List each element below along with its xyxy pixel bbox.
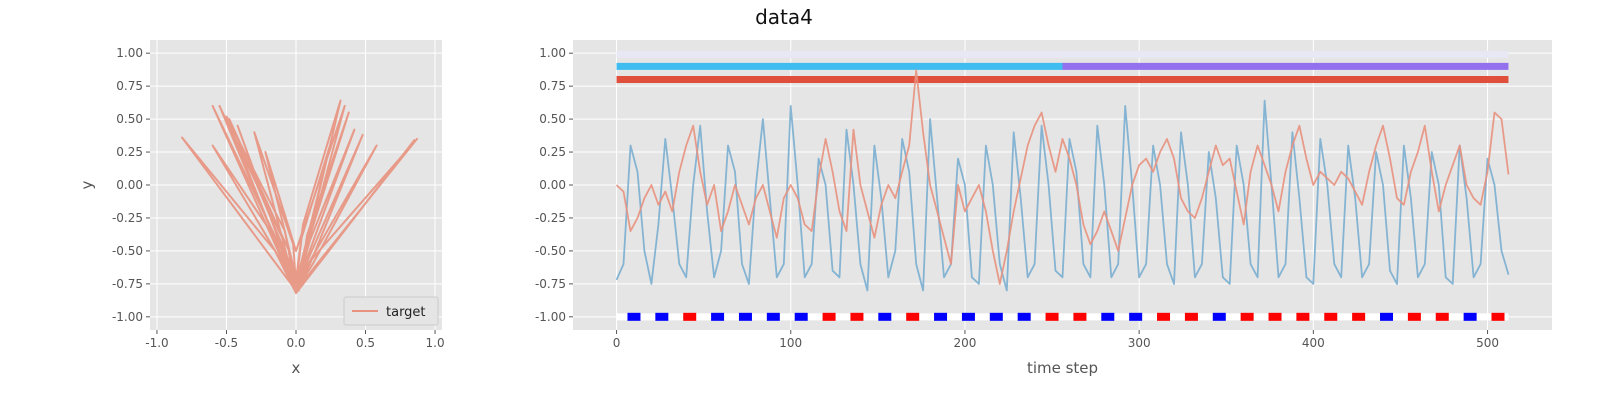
time-series-plot: 0 100 200 300 400 500 1.00 0.75 0.50 0.25 0.00 -0.… (535, 40, 1552, 377)
event-marker-red (1268, 312, 1282, 321)
event-marker-red (906, 312, 920, 321)
event-marker-blue (738, 312, 752, 321)
y-tick-label: 0.50 (539, 112, 566, 126)
event-marker-blue (1017, 312, 1031, 321)
event-marker-red (1184, 312, 1198, 321)
event-marker-blue (1129, 312, 1143, 321)
x-tick-label: 200 (953, 336, 976, 350)
x-tick-label: 0.0 (286, 336, 305, 350)
event-marker-red (1073, 312, 1087, 321)
y-tick-label: 0.00 (116, 178, 143, 192)
event-marker-red (1296, 312, 1310, 321)
event-marker-red (822, 312, 836, 321)
y-tick-label: -0.25 (112, 211, 143, 225)
event-marker-red (1157, 312, 1171, 321)
trajectory-y-ticks: 1.00 0.75 0.50 0.25 0.00 -0.25 -0.50 -0.75 -1.00 (112, 46, 150, 324)
legend: target (343, 296, 439, 326)
y-tick-label: -1.00 (112, 310, 143, 324)
state-bands (616, 51, 1509, 84)
x-tick-label: -1.0 (145, 336, 168, 350)
y-tick-label: -0.50 (535, 244, 566, 258)
time-series-x-ticks: 0 100 200 300 400 500 (613, 330, 1499, 350)
x-tick-label: 400 (1302, 336, 1325, 350)
event-marker-red (1435, 312, 1449, 321)
x-tick-label: 1.0 (426, 336, 445, 350)
event-marker-blue (794, 312, 808, 321)
event-marker-red (1407, 312, 1421, 321)
trajectory-y-label: y (78, 180, 96, 189)
y-tick-label: 0.75 (116, 79, 143, 93)
y-tick-label: 1.00 (539, 46, 566, 60)
trajectory-x-label: x (292, 359, 301, 377)
event-marker-blue (766, 312, 780, 321)
event-marker-blue (1380, 312, 1394, 321)
series-line-red (615, 69, 1510, 285)
y-tick-label: 0.00 (539, 178, 566, 192)
trajectory-grid (150, 40, 442, 330)
y-tick-label: 1.00 (116, 46, 143, 60)
event-marker-red (850, 312, 864, 321)
event-marker-blue (878, 312, 892, 321)
event-marker-blue (1212, 312, 1226, 321)
x-tick-label: 300 (1128, 336, 1151, 350)
y-tick-label: -0.75 (112, 277, 143, 291)
legend-label-target: target (386, 305, 426, 320)
event-markers (616, 312, 1509, 321)
y-tick-label: -1.00 (535, 310, 566, 324)
event-marker-red (1240, 312, 1254, 321)
series-line-target (181, 99, 418, 295)
event-marker-blue (627, 312, 641, 321)
trajectory-x-ticks: -1.0 -0.5 0.0 0.5 1.0 (145, 330, 445, 350)
event-marker-red (1045, 312, 1059, 321)
event-marker-blue (1101, 312, 1115, 321)
y-tick-label: -0.25 (535, 211, 566, 225)
legend-box (343, 296, 439, 326)
y-tick-label: 0.50 (116, 112, 143, 126)
event-marker-blue (989, 312, 1003, 321)
x-tick-label: 0.5 (356, 336, 375, 350)
x-tick-label: 500 (1476, 336, 1499, 350)
x-tick-label: 100 (779, 336, 802, 350)
event-marker-red (1491, 312, 1505, 321)
x-tick-label: 0 (613, 336, 621, 350)
event-marker-red (1324, 312, 1338, 321)
event-marker-red (683, 312, 697, 321)
event-marker-blue (961, 312, 975, 321)
y-tick-label: 0.75 (539, 79, 566, 93)
x-tick-label: -0.5 (215, 336, 238, 350)
y-tick-label: -0.75 (535, 277, 566, 291)
y-tick-label: 0.25 (539, 145, 566, 159)
y-tick-label: 0.25 (116, 145, 143, 159)
time-series-y-ticks: 1.00 0.75 0.50 0.25 0.00 -0.25 -0.50 -0.75 -1.00 (535, 46, 573, 324)
event-marker-red (1352, 312, 1366, 321)
trajectory-plot: -1.0 -0.5 0.0 0.5 1.0 1.00 0.75 0.50 0.25 0.00 -0… (78, 40, 445, 377)
time-series-x-label: time step (1027, 359, 1098, 377)
event-marker-blue (711, 312, 725, 321)
event-marker-blue (655, 312, 669, 321)
series-line-blue (615, 99, 1510, 292)
time-series-lines (615, 69, 1510, 292)
y-tick-label: -0.50 (112, 244, 143, 258)
figure-title: data4 (755, 5, 813, 29)
event-marker-blue (934, 312, 948, 321)
trajectory-series (181, 99, 418, 295)
event-marker-blue (1463, 312, 1477, 321)
